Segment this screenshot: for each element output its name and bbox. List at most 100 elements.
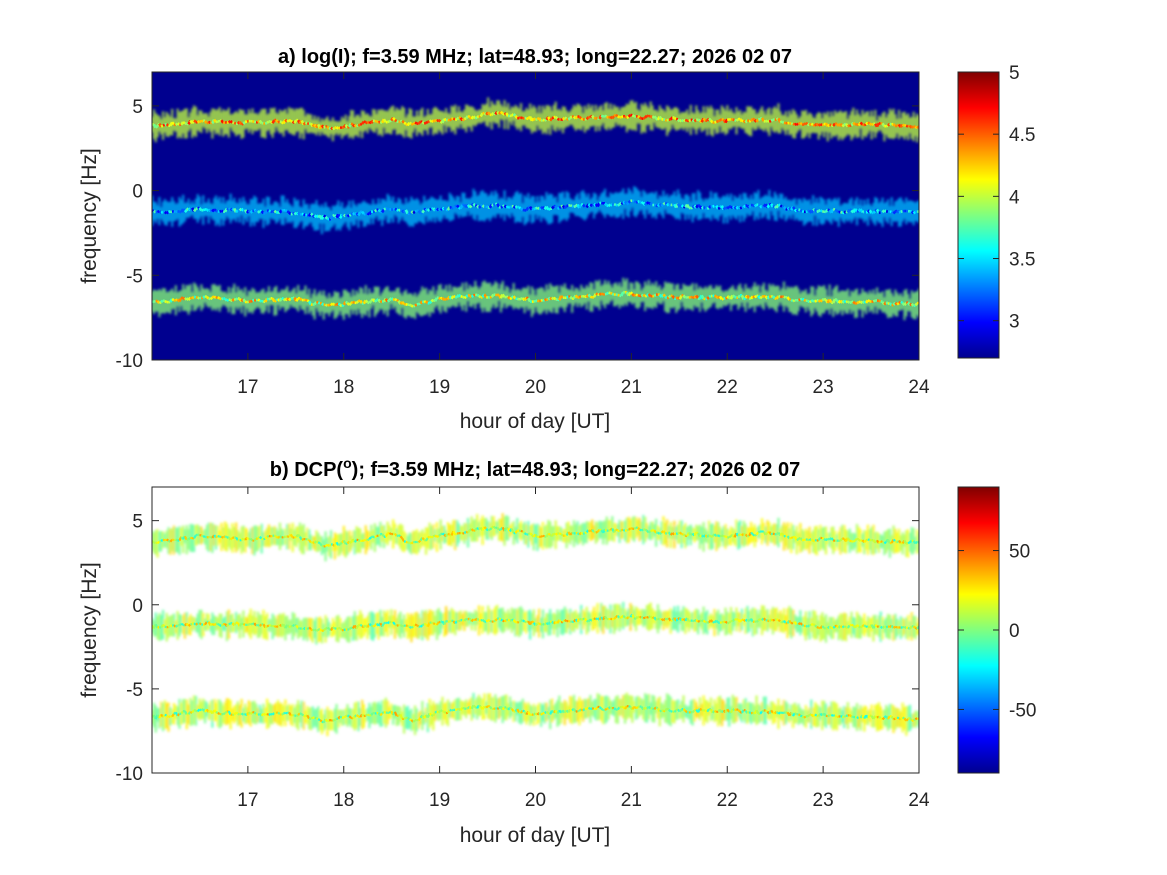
trace-core-segment (308, 539, 312, 544)
trace-core-segment (326, 719, 330, 723)
trace-core-segment (317, 541, 321, 545)
trace-core-segment (350, 626, 354, 630)
trace-core-segment (173, 210, 177, 214)
x-tick-label: 21 (621, 377, 642, 398)
trace-core-segment (339, 627, 343, 632)
trace-core-segment (891, 122, 894, 126)
trace-core-segment (384, 532, 389, 538)
trace-core-segment (560, 294, 564, 299)
trace-core-segment (638, 200, 643, 205)
trace-core-segment (818, 626, 821, 630)
trace-core-segment (713, 294, 718, 298)
trace-core-segment (428, 535, 432, 539)
trace-core-segment (617, 203, 621, 207)
trace-core-segment (783, 620, 787, 624)
trace-core-segment (686, 617, 690, 622)
trace-core-segment (237, 712, 241, 716)
trace-core-segment (434, 534, 438, 538)
trace-core-segment (865, 121, 869, 126)
trace-core-segment (878, 121, 882, 126)
trace-core-segment (510, 528, 515, 534)
trace-core-segment (457, 293, 462, 298)
trace-core-segment (900, 209, 904, 214)
trace-core-segment (302, 213, 307, 217)
trace-core-segment (241, 122, 244, 126)
trace-core-segment (313, 540, 318, 544)
trace-core-segment (558, 619, 562, 623)
trace-core-segment (708, 294, 712, 299)
trace-core-segment (622, 614, 626, 619)
trace-core-segment (788, 619, 793, 624)
trace-core-segment (872, 210, 877, 214)
trace-core-segment (489, 527, 493, 531)
trace-core-segment (837, 625, 842, 629)
panel-b-trace-2 (152, 601, 919, 645)
trace-core-segment (307, 300, 313, 306)
trace-core-segment (620, 291, 625, 297)
trace-core-segment (235, 297, 239, 301)
trace-core-segment (611, 292, 615, 296)
trace-core-segment (467, 705, 471, 710)
trace-core-segment (260, 712, 265, 717)
trace-core-segment (279, 535, 283, 539)
trace-core-segment (631, 114, 635, 118)
panel-a-y-ticks: -10 -5 0 5 (116, 97, 919, 372)
trace-core-segment (604, 528, 608, 532)
trace-core-segment (832, 625, 836, 629)
trace-core-segment (609, 203, 613, 207)
trace-core-segment (308, 626, 312, 630)
trace-core-segment (321, 544, 325, 548)
trace-core-segment (821, 298, 825, 302)
trace-core-segment (666, 118, 670, 122)
trace-core-segment (237, 296, 241, 301)
trace-core-segment (748, 204, 753, 209)
trace-core-segment (883, 541, 887, 545)
trace-core-segment (452, 117, 456, 121)
trace-core-segment (463, 530, 467, 535)
trace-core-segment (344, 213, 349, 218)
trace-core-segment (719, 534, 723, 538)
trace-core-segment (671, 115, 675, 120)
trace-core-segment (328, 303, 332, 307)
trace-core-segment (332, 213, 336, 218)
trace-core-segment (377, 208, 382, 213)
trace-core-segment (889, 122, 893, 126)
trace-core-segment (812, 299, 816, 303)
trace-core-segment (555, 532, 558, 536)
trace-core-segment (384, 298, 389, 303)
trace-core-segment (914, 302, 919, 307)
panel-a-colorbar-ticks: 3 3.5 4 4.5 5 (958, 63, 1035, 333)
trace-core-segment (385, 621, 389, 625)
trace-core-segment (509, 296, 513, 301)
trace-core-segment (724, 620, 728, 624)
trace-core-segment (702, 619, 707, 624)
trace-core-segment (372, 535, 376, 539)
trace-core-segment (410, 304, 414, 308)
trace-core-segment (880, 300, 883, 304)
trace-core-segment (520, 709, 524, 714)
trace-core-segment (806, 624, 811, 628)
trace-core-segment (271, 209, 276, 214)
trace-core-segment (569, 708, 573, 712)
trace-core-segment (843, 625, 847, 629)
trace-core-segment (887, 625, 891, 629)
trace-core-segment (799, 537, 804, 541)
trace-core-segment (483, 205, 487, 209)
trace-core-segment (580, 294, 584, 298)
trace-core-segment (253, 711, 257, 715)
trace-core-segment (224, 710, 228, 715)
trace-core-segment (317, 301, 321, 305)
trace-core-segment (731, 205, 736, 210)
trace-core-segment (423, 207, 427, 212)
trace-core-segment (465, 530, 469, 534)
trace-core-segment (301, 713, 305, 717)
trace-core-segment (396, 624, 399, 627)
trace-core-segment (578, 115, 583, 120)
trace-core-segment (486, 111, 491, 116)
trace-core-segment (502, 619, 506, 623)
trace-core-segment (430, 535, 434, 539)
trace-core-segment (834, 297, 838, 302)
trace-core-segment (451, 708, 454, 712)
trace-core-segment (726, 205, 731, 210)
trace-core-segment (576, 618, 581, 623)
